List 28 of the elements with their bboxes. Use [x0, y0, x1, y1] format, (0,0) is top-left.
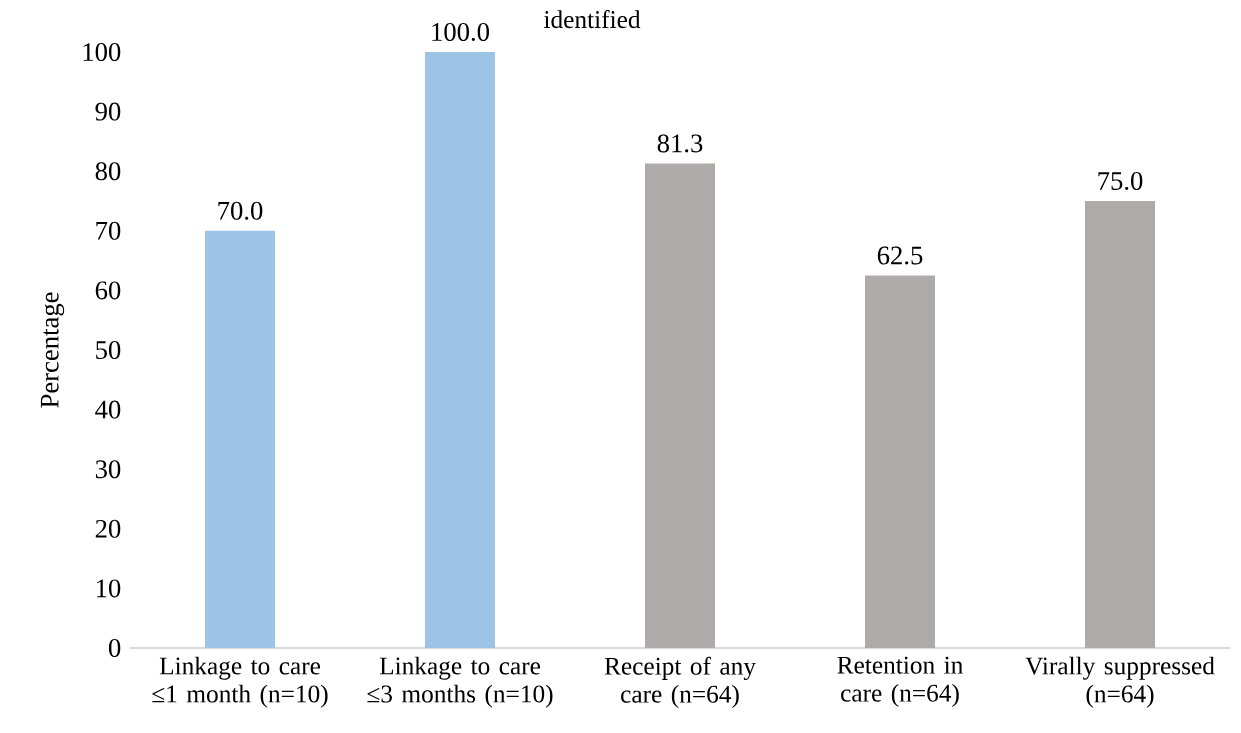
y-tick-label: 40 [95, 400, 121, 419]
y-tick-label: 100 [83, 43, 121, 61]
y-tick-label: 10 [96, 579, 121, 598]
data-label: 70.0 [218, 201, 263, 220]
bar [865, 275, 936, 648]
bar [645, 163, 716, 648]
y-tick-label: 50 [96, 341, 121, 359]
y-tick-label: 70 [96, 221, 121, 240]
y-tick-label: 30 [95, 460, 121, 479]
y-tick-label: 20 [95, 519, 121, 538]
data-label: 100.0 [432, 22, 489, 42]
x-tick-label: Retention in care (n=64) [837, 656, 963, 707]
x-tick-label: Receipt of any care (n=64) [604, 656, 756, 708]
y-tick-label: 90 [95, 102, 121, 121]
y-axis-title: Percentage [40, 292, 65, 408]
chart-title: identified [543, 10, 641, 29]
data-label: 75.0 [1098, 171, 1143, 191]
y-tick-label: 60 [95, 281, 121, 300]
data-label: 62.5 [877, 246, 923, 265]
bar [205, 230, 276, 648]
bar [1085, 201, 1156, 648]
x-tick-label: Linkage to care ≤3 months (n=10) [367, 656, 553, 708]
bar [425, 52, 496, 648]
y-tick-label: 80 [95, 162, 121, 181]
x-tick-label: Linkage to care ≤1 month (n=10) [152, 656, 328, 708]
x-tick-label: Virally suppressed (n=64) [1025, 656, 1215, 708]
data-label: 81.3 [657, 134, 703, 153]
y-tick-label: 0 [108, 639, 121, 657]
